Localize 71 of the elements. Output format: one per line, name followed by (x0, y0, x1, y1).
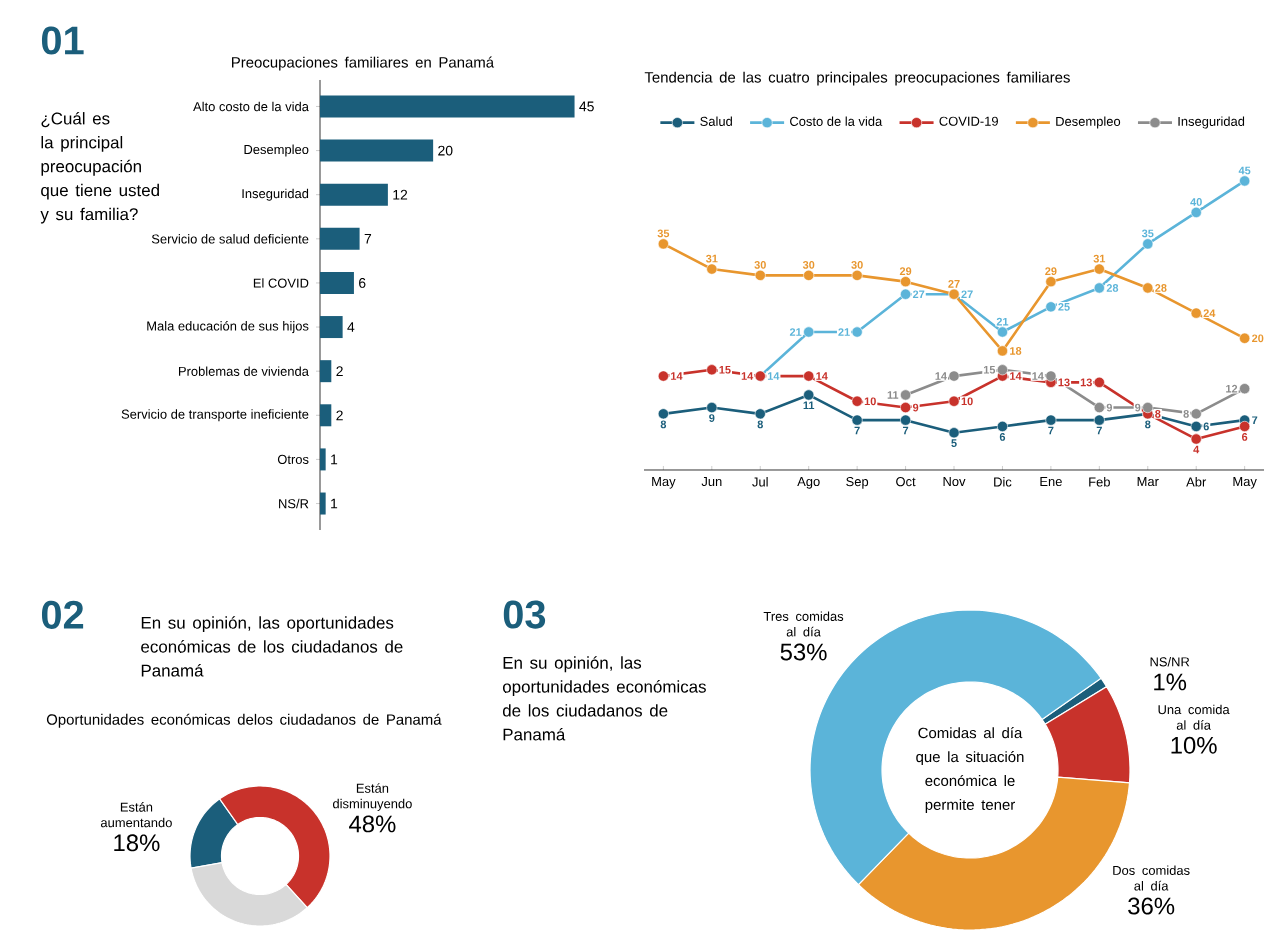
point (900, 389, 912, 401)
point (1142, 402, 1154, 414)
point (900, 414, 912, 426)
point (996, 420, 1008, 432)
point (1190, 307, 1202, 319)
point (851, 395, 863, 407)
point (754, 269, 766, 281)
data-label: 48% (349, 815, 396, 833)
bar (320, 492, 326, 515)
point (706, 263, 718, 275)
point (1093, 402, 1105, 414)
data-label: 18% (114, 834, 160, 852)
point (706, 402, 718, 414)
bar (320, 271, 354, 294)
point (1045, 301, 1057, 313)
point (754, 408, 766, 420)
point (851, 414, 863, 426)
point (657, 408, 669, 420)
point (900, 288, 912, 300)
data-label: 1% (1154, 673, 1187, 691)
point (1093, 263, 1105, 275)
text: 02 (41, 600, 84, 629)
point (1190, 420, 1202, 432)
text: 03 (503, 600, 546, 629)
bar (320, 404, 332, 427)
point (803, 326, 815, 338)
point (996, 364, 1008, 376)
bar (320, 360, 332, 383)
point (851, 326, 863, 338)
data-label: 53% (780, 643, 827, 661)
point (948, 370, 960, 382)
point (900, 276, 912, 288)
text: ¿Cuál es la principal preocupación que tiene usted y su familia? (40, 111, 159, 224)
point (803, 389, 815, 401)
point (1190, 433, 1202, 445)
point (948, 427, 960, 439)
point (1142, 238, 1154, 250)
point (1190, 408, 1202, 420)
point (1190, 206, 1202, 218)
point (1239, 175, 1251, 187)
data-label: 36% (1128, 897, 1175, 915)
point (1142, 282, 1154, 294)
bar (320, 316, 343, 339)
point (1093, 376, 1105, 388)
point (996, 345, 1008, 357)
point (706, 364, 718, 376)
point (996, 326, 1008, 338)
bar (320, 183, 388, 206)
point (948, 395, 960, 407)
point (1045, 370, 1057, 382)
point (1045, 414, 1057, 426)
bar (320, 95, 575, 118)
bar (320, 139, 434, 162)
point (657, 370, 669, 382)
point (1093, 414, 1105, 426)
text: En su opinión, las oportunidades económicas de los ciudadanos de Panamá (502, 656, 706, 741)
point (851, 269, 863, 281)
point (1093, 282, 1105, 294)
point (803, 269, 815, 281)
text: 01 (41, 26, 84, 55)
point (900, 402, 912, 414)
point (1239, 383, 1251, 395)
text: En su opinión, las oportunidades económicas de los ciudadanos de Panamá (141, 616, 403, 677)
point (1239, 420, 1251, 432)
data-label: 10% (1171, 736, 1217, 754)
point (803, 370, 815, 382)
point (1045, 276, 1057, 288)
bar (320, 448, 326, 471)
point (1239, 332, 1251, 344)
point (657, 238, 669, 250)
bar (320, 227, 360, 250)
